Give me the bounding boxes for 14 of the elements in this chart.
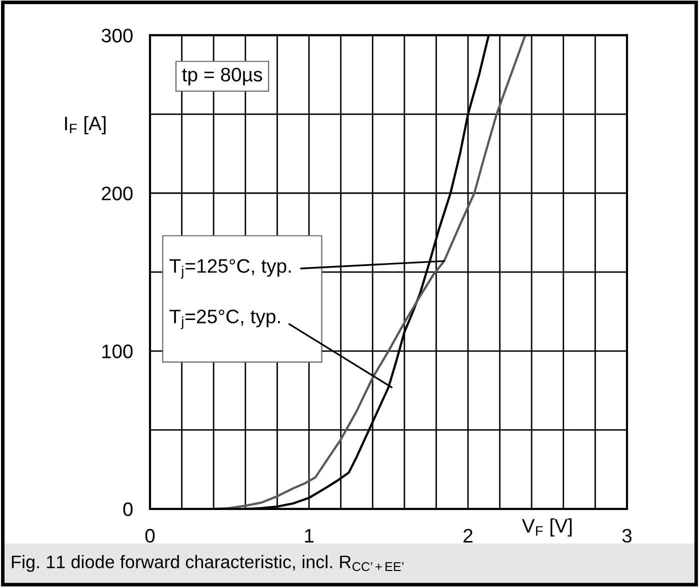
annotation: T$_{j}$=25°C, typ.: [170, 310, 280, 330]
caption: Fig. 11 diode forward characteristic, incl. R$_{CC’+EE’}$: [12, 555, 404, 572]
y-tick-label: 0: [123, 502, 133, 516]
y-axis-title: I$_{F}$ [A]: [65, 116, 106, 134]
y-tick-label: 100: [102, 344, 133, 358]
y-tick-label: 300: [102, 28, 133, 42]
x-tick-label: 2: [464, 528, 472, 542]
annotation: tp = 80µs: [182, 68, 262, 86]
x-tick-label: 0: [145, 528, 155, 543]
x-tick-label: 3: [622, 528, 632, 543]
y-tick-label: 200: [102, 186, 133, 200]
x-tick-label: 1: [305, 529, 314, 542]
annotation: T$_{j}$=125°C, typ.: [170, 259, 291, 279]
x-axis-title: V$_{F}$ [V]: [522, 518, 572, 537]
